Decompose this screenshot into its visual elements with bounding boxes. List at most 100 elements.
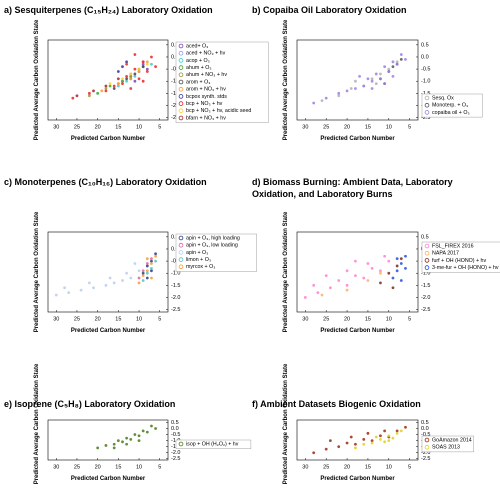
point — [404, 254, 407, 258]
point — [121, 77, 124, 81]
legend-label: arom + NO₃ + hv — [186, 87, 226, 93]
x-tick-label: 30 — [302, 124, 308, 130]
point — [125, 60, 129, 64]
point — [303, 296, 307, 299]
x-axis-label: Predicted Carbon Number — [320, 476, 395, 482]
point — [395, 429, 399, 433]
point — [145, 271, 149, 275]
point — [366, 279, 370, 282]
x-tick-label: 10 — [386, 124, 392, 130]
legend-marker — [178, 79, 184, 85]
x-axis-label: Predicted Carbon Number — [71, 136, 146, 142]
point — [133, 67, 137, 71]
point — [137, 77, 141, 81]
point — [129, 437, 133, 441]
plot-frame — [296, 231, 419, 313]
point — [141, 279, 145, 282]
point — [370, 77, 374, 81]
point — [137, 269, 141, 273]
x-tick-label: 25 — [323, 124, 329, 130]
legend-marker — [424, 437, 430, 443]
point — [133, 262, 137, 265]
point — [387, 70, 391, 73]
point — [328, 286, 332, 290]
point — [154, 259, 157, 263]
point — [145, 67, 149, 71]
point — [137, 281, 141, 285]
point — [312, 101, 316, 105]
y-axis-label: Predicted Average Carbon Oxidation State — [283, 211, 289, 332]
point — [150, 269, 153, 273]
y-tick-label: 0.5 — [421, 420, 429, 426]
point — [145, 60, 149, 64]
point — [349, 87, 353, 90]
x-tick-label: 25 — [74, 464, 80, 470]
point — [133, 72, 137, 76]
legend-label: bcp + NO₃ + hv — [186, 101, 223, 107]
point — [112, 442, 116, 446]
y-tick-label: -1.5 — [421, 91, 430, 97]
point — [354, 442, 357, 446]
plot-frame — [296, 39, 419, 121]
point — [391, 276, 395, 280]
y-tick-label: -1.0 — [171, 79, 180, 85]
point — [87, 281, 91, 285]
legend-label: Monoterp. + O₃ — [432, 103, 468, 109]
legend-label: Sesq. Ox — [432, 95, 454, 101]
legend-marker — [424, 258, 430, 263]
x-tick-label: 5 — [408, 464, 411, 470]
point — [141, 79, 145, 83]
y-tick-label: -0.5 — [421, 432, 430, 438]
point — [150, 55, 153, 59]
point — [92, 286, 95, 290]
legend-label: apin + O₃ — [186, 250, 208, 256]
point — [370, 266, 374, 270]
point — [150, 259, 153, 263]
legend-marker — [424, 265, 430, 270]
legend-frame — [175, 233, 257, 272]
point — [121, 82, 124, 86]
point — [116, 77, 120, 81]
point — [345, 269, 349, 273]
point — [366, 431, 370, 435]
point — [71, 96, 75, 100]
point — [150, 276, 153, 280]
legend-label: apin + O₃, high loading — [186, 235, 240, 241]
point — [145, 264, 149, 268]
point — [379, 434, 382, 438]
point — [387, 271, 391, 275]
point — [129, 87, 133, 90]
point — [108, 82, 112, 86]
legend-frame — [175, 41, 269, 123]
legend-label: aced+ O₃ — [186, 43, 208, 49]
y-tick-label: -0.5 — [171, 67, 180, 73]
y-tick-label: 0.5 — [171, 234, 179, 240]
point — [345, 441, 349, 445]
x-tick-label: 20 — [95, 464, 101, 470]
legend-marker — [178, 50, 184, 56]
point — [404, 425, 407, 429]
point — [133, 79, 137, 83]
y-tick-label: -1.0 — [171, 438, 180, 444]
point — [345, 89, 349, 93]
x-tick-label: 20 — [344, 464, 350, 470]
legend-marker — [178, 257, 184, 262]
point — [379, 269, 382, 273]
legend-frame — [175, 439, 252, 449]
x-tick-label: 15 — [365, 124, 371, 130]
point — [112, 84, 116, 88]
y-axis-label: Predicted Average Carbon Oxidation State — [283, 19, 289, 140]
panel-title: b) Copaiba Oil Laboratory Oxidation — [252, 5, 407, 15]
y-tick-label: -1.5 — [171, 283, 180, 289]
plot-frame — [47, 419, 169, 461]
legend-label: limon + O₃ — [186, 257, 211, 263]
y-axis-label: Predicted Average Carbon Oxidation State — [34, 363, 40, 484]
legend-marker — [424, 250, 430, 256]
x-tick-label: 30 — [302, 316, 308, 322]
point — [150, 424, 153, 428]
point — [154, 254, 157, 258]
point — [112, 87, 116, 90]
point — [145, 276, 149, 280]
y-axis-label: Predicted Average Carbon Oxidation State — [34, 19, 40, 140]
legend-label: bfarn + NO₃ + hv — [186, 115, 226, 121]
